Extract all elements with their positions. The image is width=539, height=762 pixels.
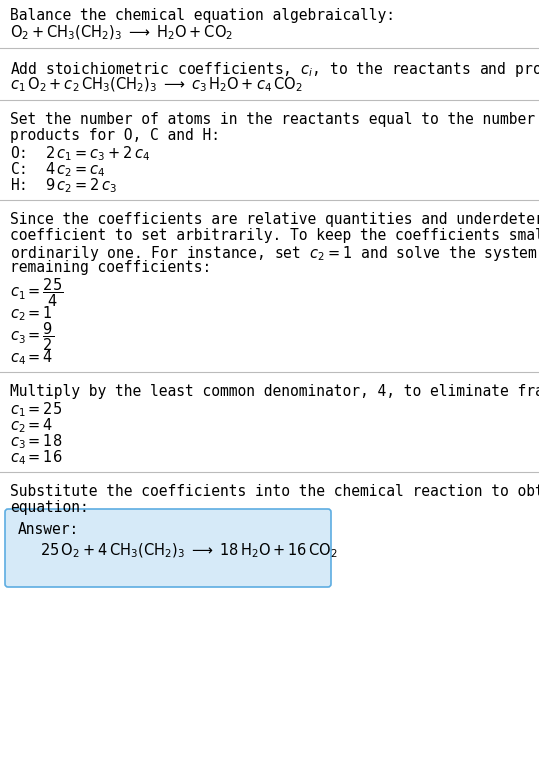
Text: Since the coefficients are relative quantities and underdetermined, choose a: Since the coefficients are relative quan… <box>10 212 539 227</box>
Text: $c_1\,\mathrm{O_2} + c_2\,\mathrm{CH_3(CH_2)_3} \;\longrightarrow\; c_3\,\mathrm: $c_1\,\mathrm{O_2} + c_2\,\mathrm{CH_3(C… <box>10 76 303 94</box>
Text: remaining coefficients:: remaining coefficients: <box>10 260 211 275</box>
Text: H:  $9\,c_2 = 2\,c_3$: H: $9\,c_2 = 2\,c_3$ <box>10 176 117 195</box>
Text: Substitute the coefficients into the chemical reaction to obtain the balanced: Substitute the coefficients into the che… <box>10 484 539 499</box>
Text: $c_3 = \dfrac{9}{2}$: $c_3 = \dfrac{9}{2}$ <box>10 320 54 353</box>
Text: equation:: equation: <box>10 500 89 515</box>
Text: $c_2 = 1$: $c_2 = 1$ <box>10 304 53 322</box>
Text: Balance the chemical equation algebraically:: Balance the chemical equation algebraica… <box>10 8 395 23</box>
Text: $c_3 = 18$: $c_3 = 18$ <box>10 432 63 450</box>
Text: Answer:: Answer: <box>18 522 79 537</box>
Text: $c_1 = 25$: $c_1 = 25$ <box>10 400 63 418</box>
Text: C:  $4\,c_2 = c_4$: C: $4\,c_2 = c_4$ <box>10 160 106 179</box>
Text: Add stoichiometric coefficients, $c_i$, to the reactants and products:: Add stoichiometric coefficients, $c_i$, … <box>10 60 539 79</box>
FancyBboxPatch shape <box>5 509 331 587</box>
Text: ordinarily one. For instance, set $c_2 = 1$ and solve the system of equations fo: ordinarily one. For instance, set $c_2 =… <box>10 244 539 263</box>
Text: $c_4 = 4$: $c_4 = 4$ <box>10 348 53 367</box>
Text: $\mathrm{O_2 + CH_3(CH_2)_3 \;\longrightarrow\; H_2O + CO_2}$: $\mathrm{O_2 + CH_3(CH_2)_3 \;\longright… <box>10 24 233 43</box>
Text: O:  $2\,c_1 = c_3 + 2\,c_4$: O: $2\,c_1 = c_3 + 2\,c_4$ <box>10 144 150 163</box>
Text: Set the number of atoms in the reactants equal to the number of atoms in the: Set the number of atoms in the reactants… <box>10 112 539 127</box>
Text: products for O, C and H:: products for O, C and H: <box>10 128 220 143</box>
Text: $25\,\mathrm{O_2} + 4\,\mathrm{CH_3(CH_2)_3} \;\longrightarrow\; 18\,\mathrm{H_2: $25\,\mathrm{O_2} + 4\,\mathrm{CH_3(CH_2… <box>40 542 338 560</box>
Text: Multiply by the least common denominator, 4, to eliminate fractional coefficient: Multiply by the least common denominator… <box>10 384 539 399</box>
Text: $c_2 = 4$: $c_2 = 4$ <box>10 416 53 434</box>
Text: coefficient to set arbitrarily. To keep the coefficients small, the arbitrary va: coefficient to set arbitrarily. To keep … <box>10 228 539 243</box>
Text: $c_4 = 16$: $c_4 = 16$ <box>10 448 63 466</box>
Text: $c_1 = \dfrac{25}{4}$: $c_1 = \dfrac{25}{4}$ <box>10 276 64 309</box>
